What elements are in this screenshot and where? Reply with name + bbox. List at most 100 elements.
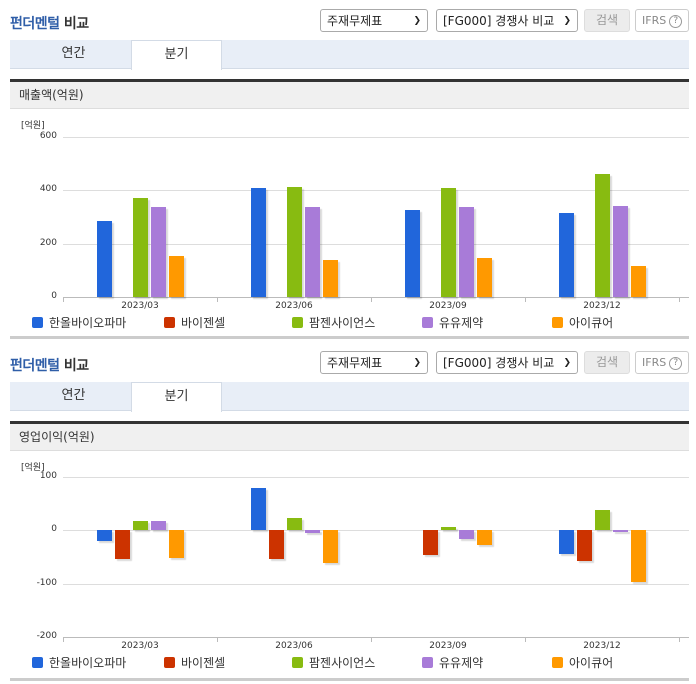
- chevron-down-icon: ❯: [563, 15, 571, 26]
- revenue-chart: [억원] 0 200 400 600 2023/03 2023/06 2023/09 2023/…: [10, 109, 689, 337]
- period-tabs: 연간 분기: [10, 40, 689, 70]
- x-tick-mark: [63, 297, 64, 302]
- tab-quarterly[interactable]: 분기: [131, 382, 222, 412]
- fundamental-section-operating-profit: 펀더멘털 비교 주재무제표 ❯ [FG000] 경쟁사 비교 ❯ 검색 IFRS? …: [0, 342, 696, 681]
- section-header: 펀더멘털 비교 주재무제표 ❯ [FG000] 경쟁사 비교 ❯ 검색 IFRS?: [0, 342, 696, 382]
- bar-4[interactable]: [168, 255, 184, 297]
- bar-3[interactable]: [304, 530, 320, 533]
- x-axis-line: [63, 637, 689, 638]
- legend-item[interactable]: 아이큐어: [552, 314, 613, 331]
- operating-profit-chart: [억원] -200 -100 0 100 2023/03 2023/06 2023/09 202…: [10, 451, 689, 679]
- bar-1[interactable]: [268, 530, 284, 560]
- legend-item[interactable]: 팜젠사이언스: [292, 654, 375, 671]
- legend-swatch: [164, 317, 175, 328]
- bar-4[interactable]: [630, 266, 646, 297]
- x-tick-label: 2023/12: [583, 301, 621, 311]
- bar-4[interactable]: [168, 530, 184, 559]
- bar-4[interactable]: [476, 530, 492, 546]
- legend-item[interactable]: 유유제약: [422, 654, 483, 671]
- bar-4[interactable]: [322, 259, 338, 297]
- bar-3[interactable]: [612, 206, 628, 297]
- x-tick-mark: [371, 637, 372, 642]
- x-tick-mark: [679, 637, 680, 642]
- divider: [10, 336, 689, 339]
- bar-4[interactable]: [630, 530, 646, 582]
- tab-annual[interactable]: 연간: [61, 388, 86, 403]
- bar-0[interactable]: [404, 210, 420, 297]
- chart-legend: 한올바이오파마 바이젠셀 팜젠사이언스 유유제약 아이큐어: [10, 654, 689, 670]
- legend-swatch: [32, 657, 43, 668]
- legend-label: 한올바이오파마: [49, 656, 127, 670]
- gridline: [63, 243, 689, 245]
- bar-0[interactable]: [250, 487, 266, 531]
- bar-3[interactable]: [150, 520, 166, 531]
- x-tick-label: 2023/09: [429, 641, 467, 651]
- bar-3[interactable]: [612, 530, 628, 533]
- bar-2[interactable]: [132, 198, 148, 297]
- legend-item[interactable]: 아이큐어: [552, 654, 613, 671]
- gridline: [63, 583, 689, 585]
- bar-0[interactable]: [250, 187, 266, 297]
- search-button[interactable]: 검색: [584, 351, 630, 374]
- bar-4[interactable]: [322, 530, 338, 564]
- legend-item[interactable]: 바이젠셀: [164, 654, 225, 671]
- legend-swatch: [552, 657, 563, 668]
- bar-3[interactable]: [150, 206, 166, 297]
- bar-2[interactable]: [286, 518, 302, 531]
- bar-2[interactable]: [594, 509, 610, 531]
- compare-select[interactable]: [FG000] 경쟁사 비교 ❯: [436, 351, 578, 374]
- gridline: [63, 477, 689, 478]
- x-tick-mark: [63, 637, 64, 642]
- x-tick-mark: [525, 297, 526, 302]
- y-tick-label: 100: [39, 471, 57, 481]
- gridline: [63, 530, 689, 532]
- bar-2[interactable]: [440, 187, 456, 297]
- legend-label: 유유제약: [439, 656, 484, 670]
- legend-swatch: [164, 657, 175, 668]
- legend-item[interactable]: 팜젠사이언스: [292, 314, 375, 331]
- x-tick-label: 2023/09: [429, 301, 467, 311]
- legend-item[interactable]: 바이젠셀: [164, 314, 225, 331]
- bar-2[interactable]: [132, 520, 148, 531]
- y-tick-label: 0: [51, 524, 57, 535]
- bar-0[interactable]: [96, 530, 112, 541]
- bar-3[interactable]: [458, 206, 474, 297]
- legend-label: 아이큐어: [569, 656, 614, 670]
- legend-label: 한올바이오파마: [49, 316, 127, 330]
- legend-swatch: [422, 317, 433, 328]
- ifrs-button[interactable]: IFRS?: [635, 351, 689, 374]
- legend-item[interactable]: 유유제약: [422, 314, 483, 331]
- tab-quarterly[interactable]: 분기: [131, 40, 222, 70]
- bar-4[interactable]: [476, 258, 492, 297]
- statement-select[interactable]: 주재무제표 ❯: [320, 351, 428, 374]
- y-tick-label: 0: [51, 291, 57, 301]
- bar-2[interactable]: [594, 174, 610, 297]
- statement-select[interactable]: 주재무제표 ❯: [320, 9, 428, 32]
- section-header: 펀더멘털 비교 주재무제표 ❯ [FG000] 경쟁사 비교 ❯ 검색 IFRS?: [0, 0, 696, 40]
- bar-3[interactable]: [304, 206, 320, 297]
- bar-1[interactable]: [576, 530, 592, 561]
- help-icon[interactable]: ?: [669, 14, 683, 28]
- ifrs-button[interactable]: IFRS?: [635, 9, 689, 32]
- help-icon[interactable]: ?: [669, 356, 683, 370]
- bar-2[interactable]: [286, 187, 302, 297]
- chevron-down-icon: ❯: [413, 357, 421, 368]
- revenue-panel: 매출액(억원) [억원] 0 200 400 600 2023/03 2023/06 2023…: [10, 79, 689, 337]
- bar-3[interactable]: [458, 530, 474, 539]
- bar-2[interactable]: [440, 526, 456, 531]
- legend-item[interactable]: 한올바이오파마: [32, 654, 126, 671]
- bar-1[interactable]: [114, 530, 130, 559]
- bar-0[interactable]: [558, 530, 574, 554]
- search-button[interactable]: 검색: [584, 9, 630, 32]
- compare-select[interactable]: [FG000] 경쟁사 비교 ❯: [436, 9, 578, 32]
- bar-1[interactable]: [422, 530, 438, 555]
- tab-annual[interactable]: 연간: [61, 46, 86, 61]
- legend-item[interactable]: 한올바이오파마: [32, 314, 126, 331]
- legend-label: 유유제약: [439, 316, 484, 330]
- panel-title: 매출액(억원): [10, 79, 689, 109]
- chevron-down-icon: ❯: [413, 15, 421, 26]
- bar-0[interactable]: [96, 221, 112, 297]
- y-tick-label: 200: [39, 237, 57, 248]
- bar-0[interactable]: [558, 213, 574, 297]
- x-tick-mark: [217, 297, 218, 302]
